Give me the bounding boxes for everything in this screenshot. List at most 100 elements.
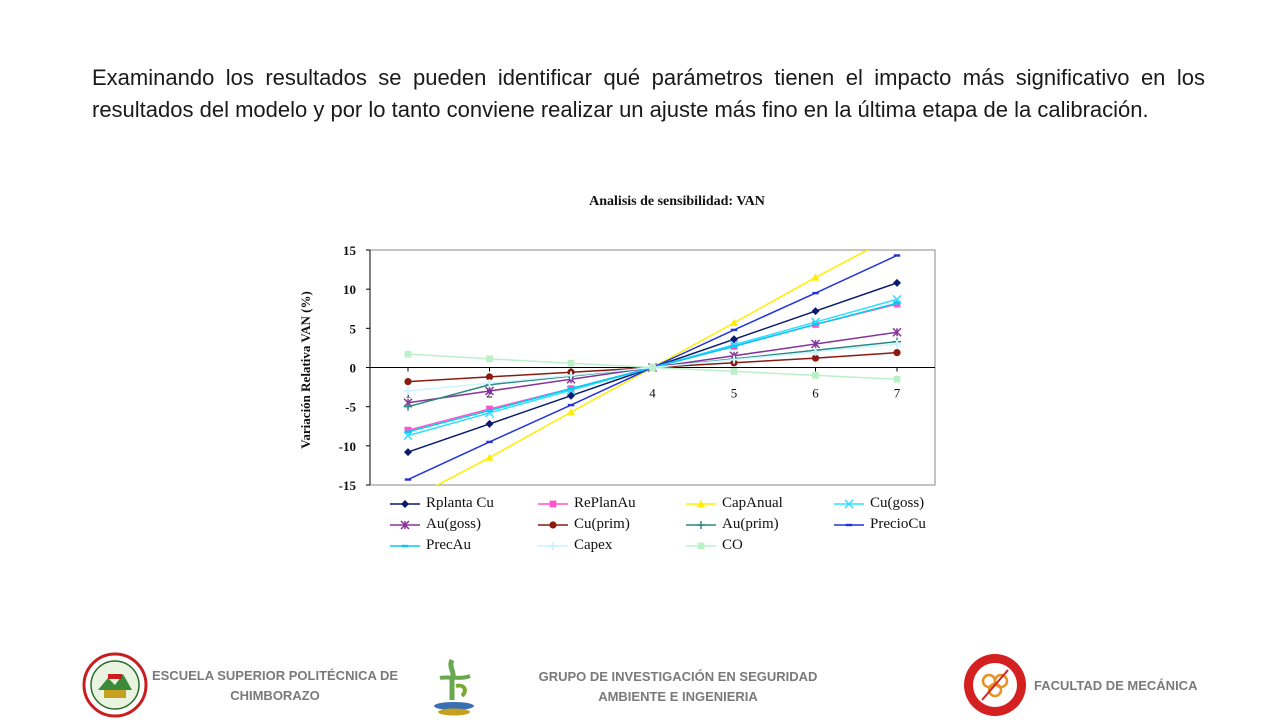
legend-swatch <box>390 499 420 508</box>
data-point <box>697 542 705 549</box>
data-point <box>485 373 494 381</box>
faculty-logo <box>964 654 1026 716</box>
legend-swatch <box>686 542 716 549</box>
research-group-logo <box>434 658 474 716</box>
y-tick-label: 10 <box>343 282 356 297</box>
legend-swatch <box>538 520 568 529</box>
legend-label: Capex <box>574 537 613 553</box>
data-point <box>893 349 901 357</box>
legend-label: CO <box>722 537 743 553</box>
data-point <box>549 500 557 507</box>
espoch-name-line2: CHIMBORAZO <box>230 688 320 703</box>
research-group-line1: GRUPO DE INVESTIGACIÓN EN SEGURIDAD <box>538 669 818 684</box>
data-point <box>812 323 819 326</box>
research-group-line2: AMBIENTE E INGENIERIA <box>598 689 758 704</box>
data-point <box>730 355 738 364</box>
legend-item: CO <box>684 536 832 555</box>
x-tick-label: 7 <box>894 386 901 401</box>
data-point <box>567 403 575 407</box>
y-axis-label: Variación Relativa VAN (%) <box>298 291 313 449</box>
data-point <box>844 498 854 509</box>
data-point <box>549 520 557 529</box>
data-point <box>485 419 494 428</box>
chart-title: Analisis de sensibilidad: VAN <box>589 194 765 209</box>
data-point <box>697 499 705 507</box>
data-point <box>567 408 575 416</box>
data-point <box>404 430 412 433</box>
espoch-logo <box>82 652 148 718</box>
data-point <box>730 318 738 327</box>
data-point <box>403 431 413 441</box>
legend-label: Cu(prim) <box>574 516 630 532</box>
data-point <box>485 379 494 388</box>
intro-paragraph: Examinando los resultados se pueden iden… <box>92 65 1205 122</box>
data-point <box>811 354 820 362</box>
legend-label: PrecioCu <box>870 516 926 532</box>
legend-label: RePlanAu <box>574 495 636 511</box>
x-tick-label: 5 <box>731 386 738 401</box>
data-point <box>812 371 819 379</box>
data-point <box>404 378 412 386</box>
data-point <box>486 409 493 412</box>
y-tick-label: -5 <box>345 400 356 415</box>
data-point <box>893 375 901 383</box>
data-point <box>404 426 412 434</box>
legend-swatch <box>686 499 716 507</box>
legend-item: Cu(prim) <box>536 515 684 534</box>
data-point <box>567 371 575 380</box>
legend-item: Rplanta Cu <box>388 494 536 513</box>
data-point <box>567 359 575 367</box>
legend-swatch <box>538 500 568 507</box>
data-point <box>404 350 412 358</box>
legend-swatch <box>538 541 568 550</box>
data-point <box>567 387 575 390</box>
x-tick-label: 6 <box>812 386 819 401</box>
legend-item: Au(prim) <box>684 515 832 534</box>
data-point <box>567 391 575 400</box>
legend-label: Au(prim) <box>722 516 779 532</box>
legend-swatch <box>834 523 864 526</box>
data-point <box>730 368 738 375</box>
data-point <box>893 302 901 305</box>
data-point <box>811 347 820 356</box>
data-point <box>811 273 820 281</box>
legend-item: Cu(goss) <box>832 494 948 513</box>
legend-item: RePlanAu <box>536 494 684 513</box>
data-point <box>893 254 901 257</box>
data-point <box>401 499 409 508</box>
data-point <box>812 291 819 295</box>
data-point <box>404 448 412 457</box>
chart-legend: Rplanta Cu RePlanAu CapAnual Cu(goss) Au(gos… <box>388 494 948 555</box>
legend-item: PrecioCu <box>832 515 948 534</box>
sensitivity-chart: Variación Relativa VAN (%) 15 10 5 0 -5 -10 -1… <box>298 243 936 492</box>
research-group-name: GRUPO DE INVESTIGACIÓN EN SEGURIDAD AMBI… <box>520 667 836 707</box>
legend-label: Rplanta Cu <box>426 495 494 511</box>
legend-label: CapAnual <box>722 495 783 511</box>
espoch-name: ESCUELA SUPERIOR POLITÉCNICA DE CHIMBORA… <box>150 666 400 706</box>
data-point <box>549 541 557 550</box>
legend-label: PrecAu <box>426 537 471 553</box>
y-tick-label: -10 <box>339 439 356 454</box>
data-point <box>486 440 493 444</box>
data-point <box>649 364 656 371</box>
faculty-name: FACULTAD DE MECÁNICA <box>1034 678 1198 693</box>
legend-item: Capex <box>536 536 684 555</box>
x-tick-label: 4 <box>649 386 656 401</box>
legend-label: Au(goss) <box>426 516 481 532</box>
data-point <box>892 327 902 337</box>
y-tick-label: 5 <box>350 321 357 336</box>
data-point <box>730 345 738 348</box>
y-tick-label: 0 <box>350 361 357 376</box>
legend-item: Au(goss) <box>388 515 536 534</box>
data-point <box>730 335 738 344</box>
data-point <box>811 307 820 316</box>
y-tick-label: -15 <box>339 478 357 492</box>
data-point <box>404 402 412 411</box>
data-point <box>697 520 705 529</box>
data-point <box>893 278 901 287</box>
data-point <box>486 355 493 363</box>
data-point <box>401 544 409 547</box>
data-point <box>485 453 494 461</box>
data-point <box>400 519 410 530</box>
series-line <box>436 250 869 485</box>
